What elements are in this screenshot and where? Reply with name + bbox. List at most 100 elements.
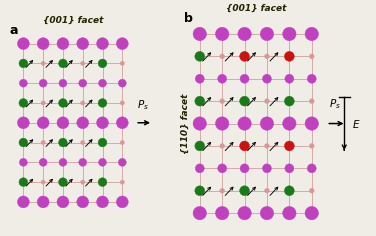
Circle shape (284, 96, 294, 106)
Circle shape (39, 79, 47, 87)
Circle shape (284, 186, 294, 196)
Circle shape (41, 180, 45, 184)
Circle shape (77, 117, 89, 129)
Circle shape (220, 143, 224, 148)
Circle shape (264, 188, 270, 193)
Circle shape (98, 178, 107, 186)
Circle shape (59, 79, 67, 87)
Circle shape (19, 59, 28, 68)
Circle shape (59, 59, 67, 68)
Circle shape (285, 74, 294, 83)
Circle shape (79, 158, 87, 166)
Circle shape (309, 99, 314, 104)
Circle shape (116, 38, 128, 50)
Circle shape (240, 186, 250, 196)
Circle shape (79, 79, 87, 87)
Circle shape (37, 196, 49, 208)
Circle shape (305, 117, 318, 130)
Circle shape (240, 74, 249, 83)
Circle shape (262, 74, 271, 83)
Text: {001} facet: {001} facet (42, 16, 103, 25)
Circle shape (264, 143, 270, 148)
Circle shape (305, 27, 318, 41)
Circle shape (193, 117, 206, 130)
Circle shape (285, 164, 294, 173)
Circle shape (99, 158, 106, 166)
Circle shape (17, 117, 29, 129)
Circle shape (284, 51, 294, 61)
Circle shape (260, 27, 274, 41)
Circle shape (220, 99, 224, 104)
Circle shape (118, 79, 126, 87)
Circle shape (264, 54, 270, 59)
Circle shape (283, 117, 296, 130)
Circle shape (80, 140, 85, 145)
Text: $\mathit{P_s}$: $\mathit{P_s}$ (329, 97, 341, 111)
Circle shape (19, 99, 28, 107)
Circle shape (283, 27, 296, 41)
Circle shape (41, 140, 45, 145)
Circle shape (195, 96, 205, 106)
Circle shape (307, 74, 316, 83)
Circle shape (77, 196, 89, 208)
Circle shape (283, 206, 296, 220)
Circle shape (57, 196, 69, 208)
Circle shape (264, 99, 270, 104)
Circle shape (57, 38, 69, 50)
Circle shape (238, 206, 251, 220)
Circle shape (116, 117, 128, 129)
Circle shape (262, 164, 271, 173)
Circle shape (59, 178, 67, 186)
Circle shape (240, 164, 249, 173)
Circle shape (17, 196, 29, 208)
Circle shape (59, 99, 67, 107)
Circle shape (97, 117, 108, 129)
Circle shape (20, 79, 27, 87)
Circle shape (220, 54, 224, 59)
Text: {110} facet: {110} facet (181, 93, 190, 154)
Circle shape (57, 117, 69, 129)
Circle shape (99, 79, 106, 87)
Circle shape (80, 101, 85, 105)
Circle shape (218, 164, 227, 173)
Circle shape (116, 196, 128, 208)
Circle shape (309, 188, 314, 193)
Circle shape (37, 38, 49, 50)
Circle shape (19, 178, 28, 186)
Circle shape (240, 51, 250, 61)
Circle shape (215, 27, 229, 41)
Text: $\mathit{E}$: $\mathit{E}$ (352, 118, 361, 130)
Circle shape (41, 61, 45, 66)
Circle shape (97, 38, 108, 50)
Circle shape (80, 61, 85, 66)
Circle shape (195, 141, 205, 151)
Circle shape (39, 158, 47, 166)
Circle shape (218, 74, 227, 83)
Circle shape (260, 206, 274, 220)
Circle shape (20, 158, 27, 166)
Circle shape (98, 138, 107, 147)
Circle shape (120, 61, 124, 66)
Circle shape (120, 180, 124, 184)
Circle shape (17, 38, 29, 50)
Circle shape (309, 143, 314, 148)
Circle shape (215, 117, 229, 130)
Circle shape (120, 101, 124, 105)
Circle shape (80, 180, 85, 184)
Text: {001} facet: {001} facet (226, 4, 286, 13)
Circle shape (284, 141, 294, 151)
Text: $\mathit{P_s}$: $\mathit{P_s}$ (137, 98, 149, 112)
Text: b: b (184, 12, 193, 25)
Circle shape (59, 158, 67, 166)
Circle shape (98, 59, 107, 68)
Circle shape (193, 206, 206, 220)
Text: a: a (9, 24, 18, 37)
Circle shape (193, 27, 206, 41)
Circle shape (195, 51, 205, 61)
Circle shape (19, 138, 28, 147)
Circle shape (97, 196, 108, 208)
Circle shape (98, 99, 107, 107)
Circle shape (195, 186, 205, 196)
Circle shape (240, 141, 250, 151)
Circle shape (307, 164, 316, 173)
